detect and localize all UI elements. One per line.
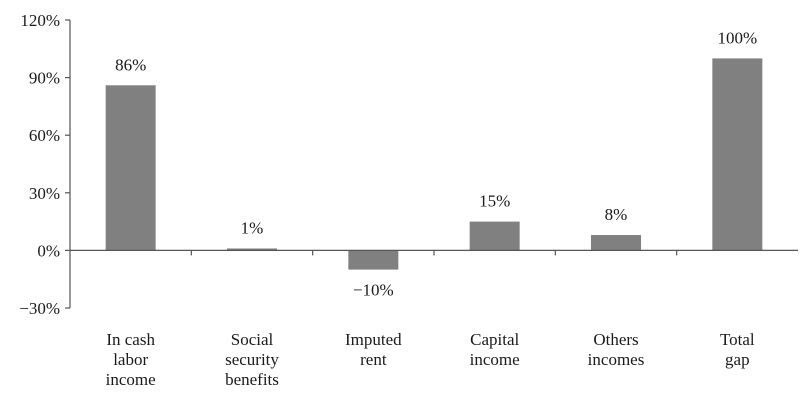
category-label: Total [720,330,755,349]
data-labels: 86% 1% −10% 15% 8% 100% [115,28,757,299]
bar [591,235,641,251]
bar [348,250,399,270]
category-label: income [106,370,156,389]
category-label: Social [231,330,274,349]
y-tick-label: 90% [29,69,60,88]
data-label: 86% [115,55,146,74]
bar [105,85,156,251]
data-label: −10% [353,281,394,300]
y-tick-label: 0% [37,241,60,260]
bar [469,221,520,251]
category-label: security [225,350,279,369]
y-tick-label: 120% [20,11,60,30]
category-label: gap [725,350,750,369]
category-label: Capital [470,330,519,349]
category-label: Imputed [345,330,402,349]
category-label: income [470,350,520,369]
category-label: rent [360,350,387,369]
x-axis [70,249,798,256]
category-label: benefits [225,370,279,389]
y-tick-label: 60% [29,126,60,145]
data-label: 8% [605,205,628,224]
data-label: 100% [717,28,757,47]
y-tick-label: 30% [29,184,60,203]
y-tick-label: −30% [19,299,60,318]
category-labels: In cashlaborincomeSocialsecuritybenefits… [106,330,755,389]
category-label: In cash [106,330,155,349]
data-label: 1% [241,218,264,237]
data-label: 15% [479,192,510,211]
category-label: incomes [588,350,645,369]
bar [227,248,277,251]
y-axis: 120% 90% 60% 30% 0% −30% [19,11,71,318]
bar [712,58,763,251]
category-label: Others [593,330,638,349]
category-label: labor [113,350,148,369]
bars [105,58,763,270]
